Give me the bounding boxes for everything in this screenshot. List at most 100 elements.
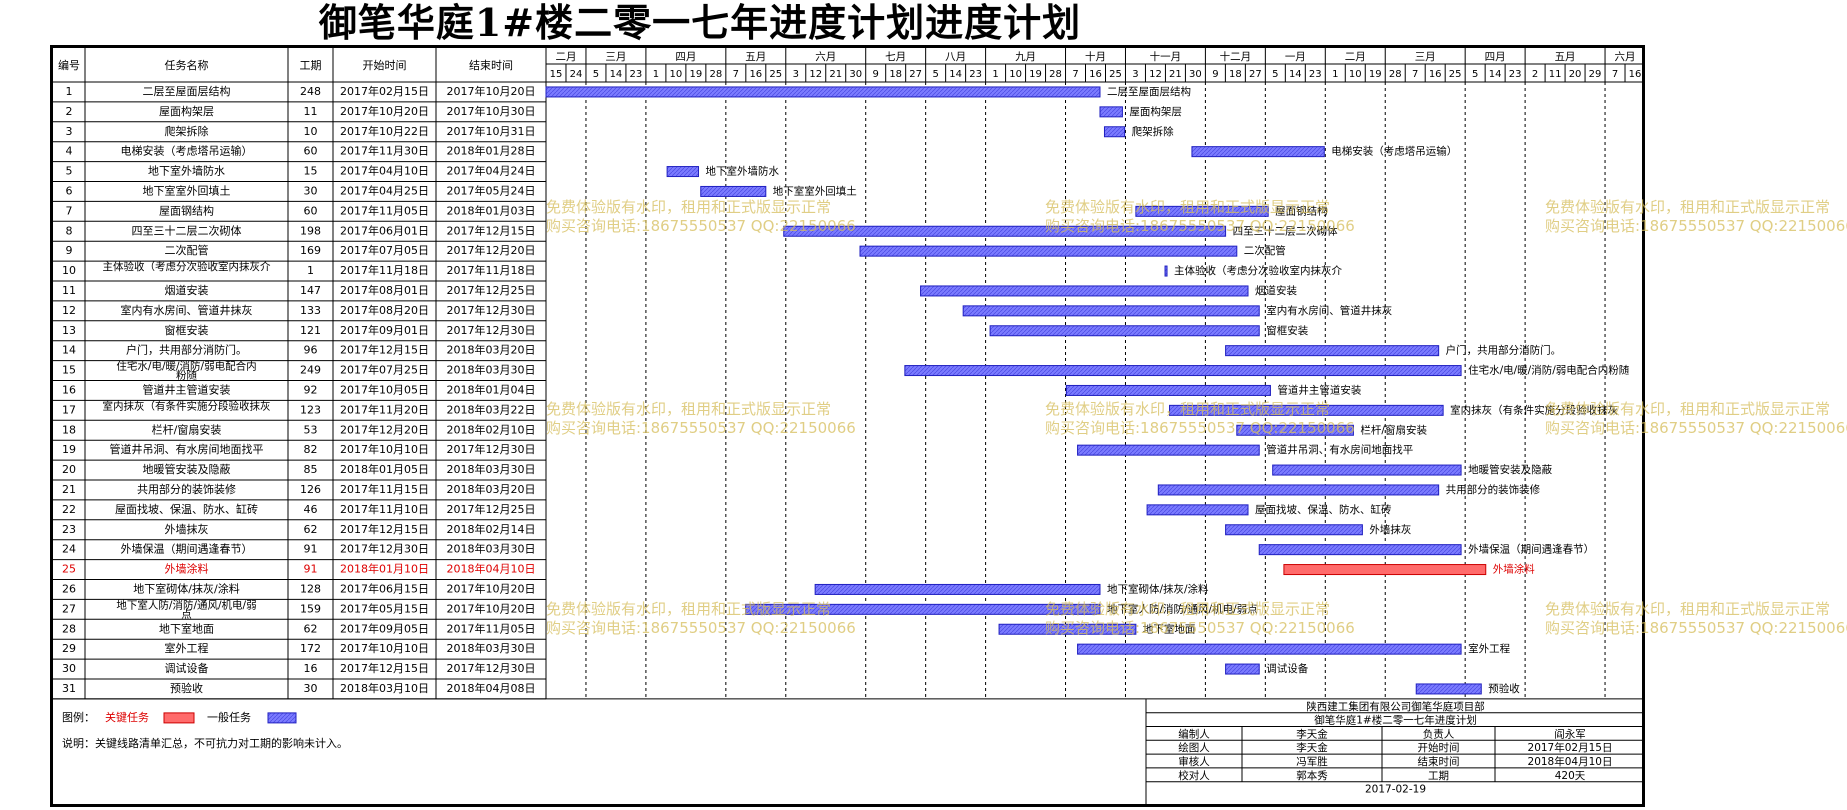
- task-duration: 248: [300, 85, 321, 98]
- bar-label: 四至三十二层二次砌体: [1233, 224, 1338, 237]
- bar-label: 室内有水房间、管道井抹灰: [1266, 304, 1392, 317]
- task-name: 烟道安装: [165, 283, 209, 297]
- task-id: 22: [62, 503, 76, 516]
- day-tick-label: 23: [1509, 69, 1522, 80]
- task-end: 2017年05月24日: [447, 183, 536, 197]
- task-duration: 126: [300, 483, 321, 496]
- day-tick-label: 23: [630, 69, 643, 80]
- titleblock-cell: 420天: [1555, 770, 1586, 782]
- bar-label: 户门，共用部分消防门。: [1446, 344, 1562, 357]
- task-name: 地下室人防/消防/通风/机电/弱: [116, 598, 256, 611]
- day-tick-label: 12: [809, 69, 822, 80]
- chart-title: 御笔华庭1#楼二零一七年进度计划进度计划: [318, 0, 1082, 45]
- day-tick-label: 5: [1472, 69, 1478, 80]
- titleblock-cell: 冯军胜: [1296, 756, 1328, 768]
- day-tick-label: 7: [1072, 69, 1078, 80]
- day-tick-label: 23: [969, 69, 982, 80]
- task-start: 2018年01月10日: [340, 562, 429, 576]
- task-duration: 85: [304, 463, 318, 476]
- task-start: 2017年11月18日: [340, 263, 429, 277]
- month-label: 七月: [885, 51, 906, 63]
- titleblock-cell: 2017年02月15日: [1528, 741, 1613, 754]
- task-name: 二次配管: [165, 243, 209, 257]
- gantt-bar: [545, 86, 1101, 98]
- day-tick-label: 30: [1189, 69, 1202, 80]
- task-name: 地下室室外回填土: [143, 183, 231, 197]
- gantt-bar: [1164, 265, 1168, 277]
- day-tick-label: 12: [1149, 69, 1162, 80]
- bar-label: 窗框安装: [1266, 324, 1308, 337]
- day-tick-label: 3: [1132, 69, 1138, 80]
- task-id: 14: [62, 344, 76, 357]
- header-id: 编号: [58, 58, 80, 72]
- day-tick-label: 28: [1389, 69, 1402, 80]
- task-start: 2017年11月10日: [340, 502, 429, 516]
- task-id: 30: [62, 662, 76, 675]
- titleblock-cell: 工期: [1428, 770, 1449, 782]
- task-name-cont: 点: [181, 608, 192, 620]
- task-id: 6: [66, 184, 73, 197]
- gantt-bar: [1146, 504, 1249, 516]
- bar-label: 外墙抹灰: [1369, 523, 1411, 536]
- month-label: 六月: [815, 51, 836, 63]
- task-id: 27: [62, 602, 76, 615]
- legend-critical-label: 关键任务: [105, 710, 149, 724]
- task-end: 2018年03月30日: [447, 641, 536, 655]
- gantt-bar: [1225, 345, 1440, 357]
- gantt-bar: [1157, 484, 1440, 496]
- task-id: 2: [66, 105, 73, 118]
- bar-label: 主体验收（考虑分次验收室内抹灰介: [1174, 264, 1342, 277]
- task-start: 2017年11月20日: [340, 402, 429, 416]
- task-duration: 30: [304, 682, 318, 695]
- task-start: 2017年10月10日: [340, 641, 429, 655]
- task-start: 2017年10月22日: [340, 124, 429, 138]
- gantt-bar: [1225, 524, 1363, 536]
- task-start: 2017年12月15日: [340, 522, 429, 536]
- day-tick-label: 5: [1272, 69, 1278, 80]
- task-name: 室内抹灰（有条件实施分段验收抹灰: [103, 399, 271, 412]
- day-tick-label: 10: [670, 69, 683, 80]
- month-label: 三月: [605, 51, 626, 63]
- header-end: 结束时间: [469, 59, 513, 72]
- titleblock-date: 2017-02-19: [1365, 784, 1426, 796]
- bar-label: 二次配管: [1244, 244, 1286, 257]
- bar-label: 外墙保温（期间遇逢春节）: [1468, 543, 1594, 556]
- task-duration: 60: [304, 204, 318, 217]
- bar-label: 地下室人防/消防/通风/机电/弱点: [1107, 602, 1258, 615]
- task-start: 2017年12月15日: [340, 661, 429, 675]
- task-start: 2017年12月20日: [340, 422, 429, 436]
- gantt-bar: [998, 623, 1137, 635]
- task-name: 地下室外墙防水: [148, 164, 225, 178]
- task-start: 2017年11月30日: [340, 144, 429, 158]
- day-tick-label: 29: [1589, 69, 1602, 80]
- task-start: 2017年04月25日: [340, 183, 429, 197]
- day-tick-label: 28: [1049, 69, 1062, 80]
- day-tick-label: 2: [1532, 69, 1538, 80]
- task-name: 室内有水房间、管道井抹灰: [121, 303, 253, 317]
- task-start: 2017年07月25日: [340, 363, 429, 377]
- task-name: 地下室地面: [159, 621, 214, 635]
- task-name: 爬架拆除: [165, 124, 209, 138]
- task-end: 2017年11月05日: [447, 621, 536, 635]
- task-id: 17: [62, 403, 76, 416]
- task-end: 2017年10月30日: [447, 104, 536, 118]
- task-start: 2017年06月15日: [340, 581, 429, 595]
- task-duration: 11: [304, 105, 318, 118]
- task-duration: 62: [304, 523, 318, 536]
- month-label: 四月: [1485, 51, 1506, 63]
- task-name: 电梯安装（考虑塔吊运输）: [121, 144, 253, 158]
- month-label: 五月: [1555, 51, 1576, 63]
- task-name: 二层至屋面层结构: [143, 84, 231, 98]
- bar-label: 住宅水/电/暖/消防/弱电配合内粉随: [1468, 364, 1630, 377]
- bar-label: 外墙涂料: [1493, 563, 1535, 576]
- bar-label: 屋面找坡、保温、防水、缸砖: [1255, 503, 1392, 516]
- month-label: 八月: [945, 51, 966, 63]
- task-id: 26: [62, 582, 76, 595]
- bar-label: 二层至屋面层结构: [1107, 85, 1191, 98]
- month-label: 五月: [745, 51, 766, 63]
- task-duration: 15: [304, 165, 318, 178]
- task-name: 地暖管安装及隐蔽: [143, 462, 231, 476]
- task-name: 外墙保温（期间遇逢春节）: [121, 542, 253, 556]
- task-end: 2017年12月25日: [447, 283, 536, 297]
- task-start: 2017年04月10日: [340, 164, 429, 178]
